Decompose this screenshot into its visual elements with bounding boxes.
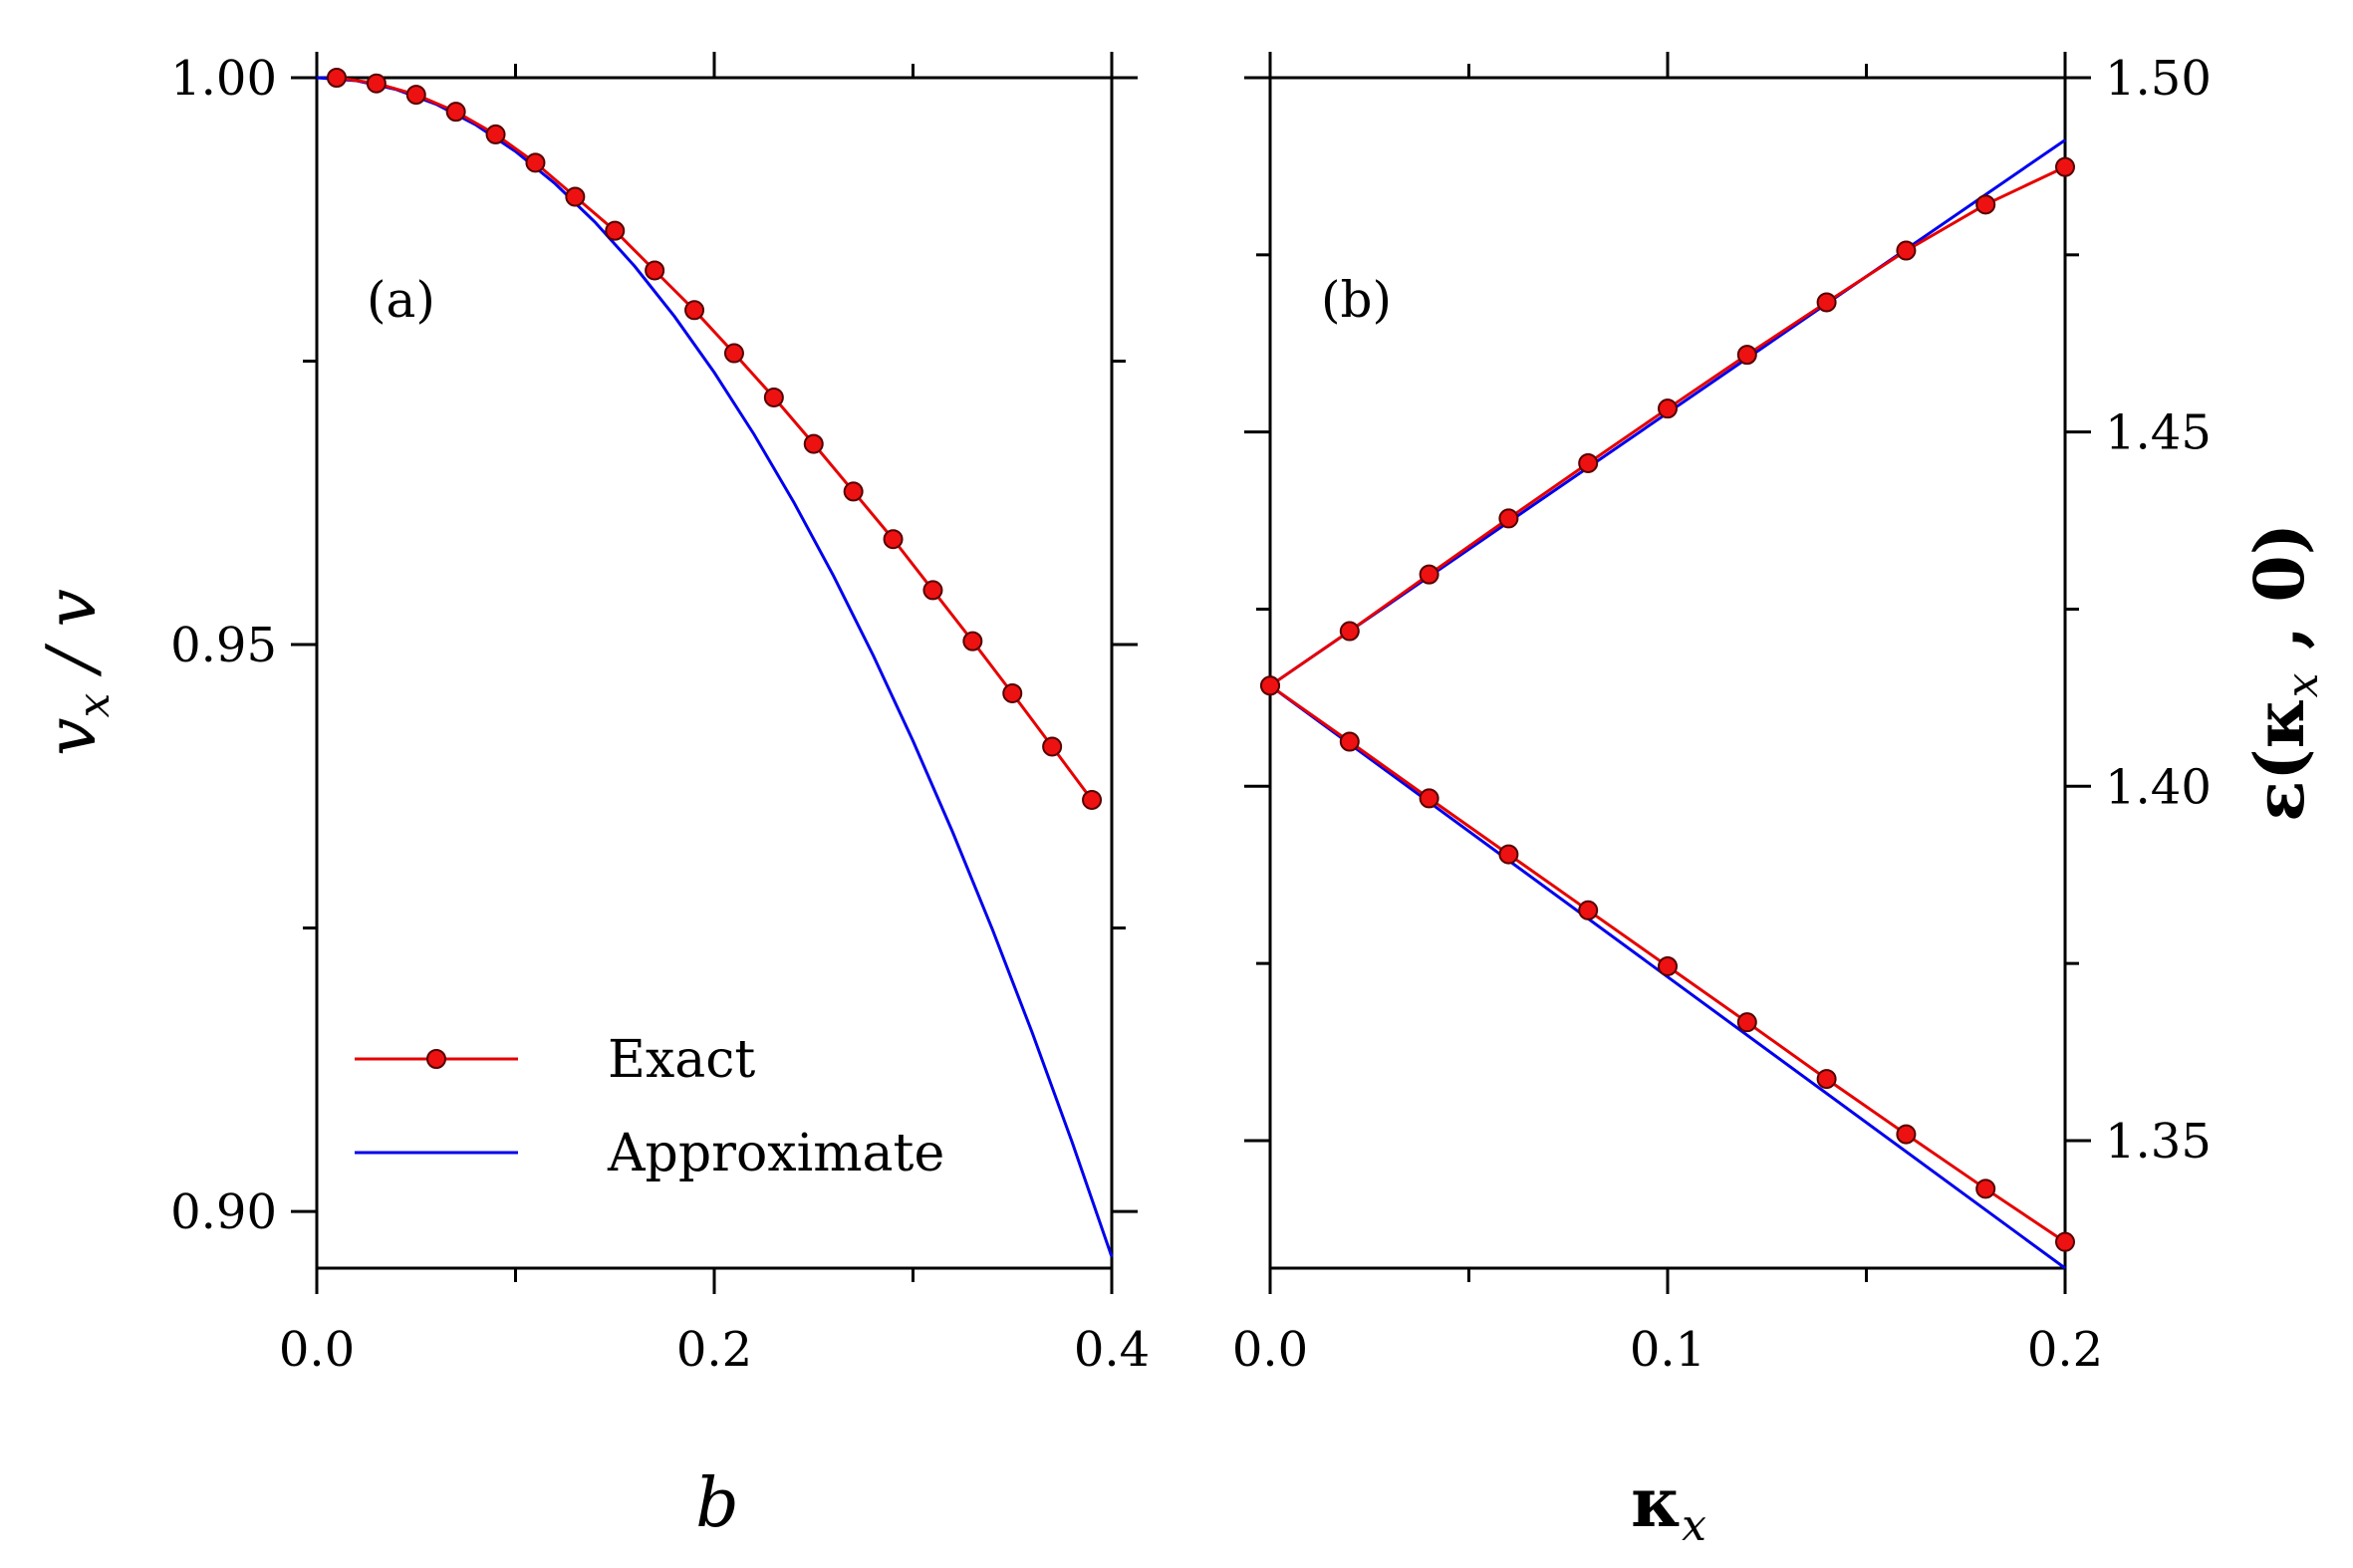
data-point-exact-upper [2055, 156, 2075, 177]
data-point-exact-lower [1339, 731, 1360, 752]
plot-frame-b [1268, 76, 2067, 1270]
y-tick-label: 0.95 [170, 618, 277, 673]
y-tick-label: 0.90 [170, 1184, 277, 1240]
y-tick-label: 1.00 [170, 51, 277, 107]
y-tick-label: 1.35 [2105, 1114, 2212, 1170]
data-point-exact [922, 580, 943, 601]
data-point-exact [605, 220, 626, 241]
data-point-exact-lower [1975, 1178, 1996, 1199]
legend-label-exact: Exact [608, 1030, 755, 1090]
series-group-a [316, 68, 1114, 1258]
data-point-exact-upper [1498, 508, 1519, 529]
data-point-exact-lower [1419, 788, 1439, 809]
x-tick-label: 0.1 [1630, 1322, 1705, 1378]
legend-label-approximate: Approximate [607, 1124, 944, 1183]
data-point-exact-lower [1736, 1012, 1757, 1033]
data-point-exact-upper [1896, 240, 1917, 261]
x-tick-label: 0.4 [1074, 1322, 1150, 1378]
panel-label-a: (a) [367, 271, 435, 329]
y-ticks-a: 0.90 0.95 1.00 [170, 51, 1138, 1240]
data-point-exact-upper [1658, 398, 1678, 419]
y-tick-label: 1.45 [2105, 405, 2212, 461]
x-ticks-b: 0.0 0.1 0.2 [1232, 52, 2103, 1378]
panel-label-b: (b) [1321, 271, 1392, 329]
data-point-exact-lower [1498, 844, 1519, 865]
data-point-exact [763, 387, 784, 407]
data-point-exact-lower [2055, 1231, 2075, 1252]
data-point-exact [1002, 682, 1023, 703]
data-point-exact [1082, 789, 1103, 810]
x-tick-label: 0.2 [2027, 1322, 2103, 1378]
legend-marker-exact [426, 1049, 446, 1069]
data-point-exact [366, 73, 387, 94]
data-point-exact [723, 343, 744, 364]
data-point-exact-upper [1736, 345, 1757, 366]
data-point-exact [684, 300, 705, 321]
data-point-exact-lower [1658, 955, 1678, 976]
x-axis-title-a: b [695, 1464, 739, 1543]
y-axis-title-a: vx / v [33, 589, 120, 756]
y-tick-label: 1.50 [2105, 51, 2212, 107]
x-tick-label: 0.0 [279, 1322, 355, 1378]
data-point-exact-lower [1816, 1069, 1837, 1090]
data-point-exact-lower [1260, 675, 1280, 696]
data-point-exact [843, 481, 864, 502]
panel-a: 0.0 0.2 0.4 0.90 0.95 1.00 (a) Exact Approxi… [33, 51, 1150, 1543]
series-line-exact-upper [1269, 165, 2066, 687]
data-point-exact [1042, 736, 1063, 757]
data-point-exact [326, 68, 347, 88]
data-point-exact-upper [1419, 564, 1439, 585]
y-axis-title-b: ε(κx , 0) [2240, 523, 2328, 822]
panel-b: 0.0 0.1 0.2 1.35 1.40 1.45 1.50 (b) κx ε(κx ,… [1232, 51, 2328, 1551]
data-point-exact-upper [1975, 194, 1996, 215]
data-point-exact [405, 85, 426, 106]
data-point-exact [485, 124, 506, 144]
data-point-exact-upper [1578, 452, 1599, 473]
data-point-exact-lower [1578, 900, 1599, 920]
x-tick-label: 0.2 [676, 1322, 752, 1378]
series-line-exact [336, 76, 1094, 801]
data-point-exact [565, 186, 586, 207]
data-point-exact-upper [1339, 621, 1360, 642]
data-point-exact [445, 102, 466, 123]
data-point-exact [962, 631, 983, 652]
x-ticks-a: 0.0 0.2 0.4 [279, 52, 1150, 1378]
data-point-exact-upper [1816, 292, 1837, 313]
data-point-exact [803, 433, 824, 454]
data-point-exact [645, 260, 665, 281]
y-tick-label: 1.40 [2105, 759, 2212, 815]
data-point-exact [883, 529, 904, 550]
data-point-exact-lower [1896, 1124, 1917, 1145]
series-group-b [1260, 138, 2075, 1270]
x-axis-title-b: κx [1631, 1463, 1706, 1551]
series-line-approximate-lower [1269, 684, 2066, 1270]
data-point-exact [525, 152, 546, 173]
x-tick-label: 0.0 [1232, 1322, 1308, 1378]
y-ticks-b: 1.35 1.40 1.45 1.50 [1244, 51, 2212, 1170]
legend: Exact Approximate [355, 1030, 944, 1183]
